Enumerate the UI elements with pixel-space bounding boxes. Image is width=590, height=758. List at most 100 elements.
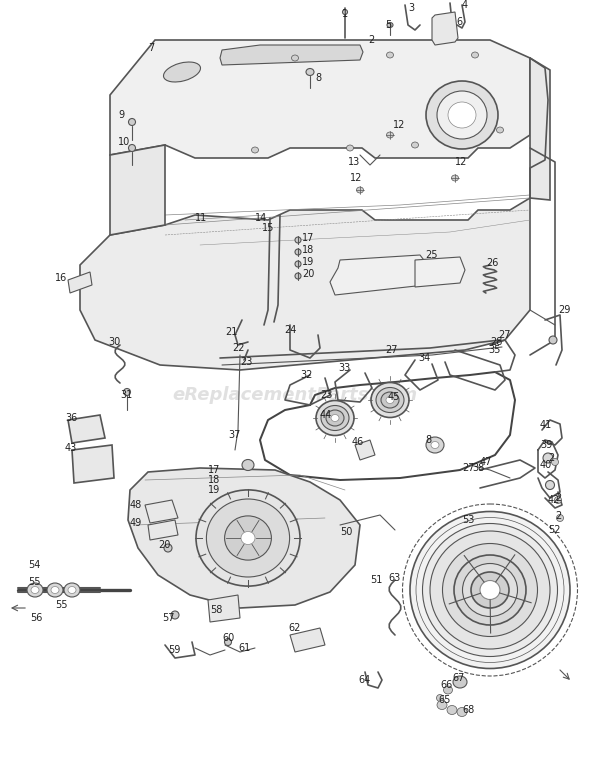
Ellipse shape: [51, 587, 59, 594]
Ellipse shape: [386, 52, 394, 58]
Text: 34: 34: [418, 353, 430, 363]
Text: 32: 32: [300, 370, 312, 380]
Text: 17: 17: [302, 233, 314, 243]
Ellipse shape: [376, 387, 404, 412]
Ellipse shape: [552, 459, 559, 465]
Text: 50: 50: [340, 527, 352, 537]
Ellipse shape: [123, 389, 130, 396]
Ellipse shape: [31, 587, 39, 594]
Text: 65: 65: [438, 695, 450, 705]
Text: 63: 63: [388, 573, 400, 583]
Ellipse shape: [546, 481, 555, 490]
Text: 60: 60: [222, 633, 234, 643]
Ellipse shape: [295, 261, 301, 267]
Polygon shape: [80, 198, 530, 370]
Ellipse shape: [431, 441, 439, 449]
Ellipse shape: [346, 145, 353, 151]
Text: 33: 33: [338, 363, 350, 373]
Polygon shape: [355, 440, 375, 460]
Text: 10: 10: [118, 137, 130, 147]
Ellipse shape: [471, 52, 478, 58]
Text: 39: 39: [540, 440, 552, 450]
Ellipse shape: [451, 175, 458, 181]
Ellipse shape: [549, 336, 557, 344]
Ellipse shape: [497, 127, 503, 133]
Text: 8: 8: [315, 73, 321, 83]
Ellipse shape: [448, 102, 476, 128]
Ellipse shape: [381, 392, 399, 408]
Text: 27: 27: [385, 345, 398, 355]
Text: 36: 36: [65, 413, 77, 423]
Polygon shape: [415, 257, 465, 287]
Ellipse shape: [457, 707, 467, 716]
Text: 23: 23: [240, 357, 253, 367]
Ellipse shape: [437, 700, 447, 709]
Ellipse shape: [426, 437, 444, 453]
Text: 67: 67: [452, 673, 464, 683]
Text: 68: 68: [462, 705, 474, 715]
Text: 27: 27: [462, 463, 474, 473]
Text: 19: 19: [302, 257, 314, 267]
Text: 35: 35: [488, 345, 500, 355]
Text: 62: 62: [288, 623, 300, 633]
Text: 37: 37: [228, 430, 240, 440]
Ellipse shape: [206, 499, 290, 577]
Polygon shape: [110, 145, 165, 235]
Text: 12: 12: [455, 157, 467, 167]
Text: 21: 21: [225, 327, 237, 337]
Text: 26: 26: [486, 258, 499, 268]
Text: 17: 17: [208, 465, 221, 475]
Text: 58: 58: [210, 605, 222, 615]
Polygon shape: [208, 595, 240, 622]
Ellipse shape: [295, 237, 301, 243]
Ellipse shape: [164, 544, 172, 552]
Text: 54: 54: [28, 560, 40, 570]
Ellipse shape: [447, 706, 457, 715]
Text: 27: 27: [498, 330, 510, 340]
Ellipse shape: [422, 524, 558, 656]
Text: 20: 20: [158, 540, 171, 550]
Text: 57: 57: [162, 613, 175, 623]
Ellipse shape: [27, 583, 43, 597]
Text: 30: 30: [108, 337, 120, 347]
Ellipse shape: [171, 611, 179, 619]
Ellipse shape: [316, 400, 354, 436]
Text: 31: 31: [120, 390, 132, 400]
Text: 49: 49: [130, 518, 142, 528]
Polygon shape: [290, 628, 325, 652]
Ellipse shape: [321, 406, 349, 431]
Text: eReplacementParts.com: eReplacementParts.com: [172, 386, 418, 404]
Text: 19: 19: [208, 485, 220, 495]
Text: 22: 22: [232, 343, 244, 353]
Text: 2: 2: [368, 35, 374, 45]
Text: 41: 41: [540, 420, 552, 430]
Text: 44: 44: [320, 410, 332, 420]
Text: 18: 18: [208, 475, 220, 485]
Ellipse shape: [196, 490, 300, 586]
Ellipse shape: [225, 638, 231, 646]
Text: 28: 28: [490, 337, 502, 347]
Text: 3: 3: [408, 3, 414, 13]
Text: 45: 45: [388, 392, 401, 402]
Text: 25: 25: [425, 250, 438, 260]
Text: 43: 43: [65, 443, 77, 453]
Ellipse shape: [251, 147, 258, 153]
Ellipse shape: [242, 459, 254, 471]
Ellipse shape: [386, 132, 394, 138]
Polygon shape: [145, 500, 178, 523]
Ellipse shape: [129, 118, 136, 126]
Ellipse shape: [471, 572, 509, 608]
Ellipse shape: [556, 515, 563, 522]
Text: 4: 4: [462, 0, 468, 10]
Text: 51: 51: [370, 575, 382, 585]
Polygon shape: [330, 255, 430, 295]
Text: 12: 12: [350, 173, 362, 183]
Text: 13: 13: [348, 157, 360, 167]
Polygon shape: [220, 45, 363, 65]
Ellipse shape: [356, 187, 363, 193]
Ellipse shape: [295, 273, 301, 279]
Text: 59: 59: [168, 645, 181, 655]
Polygon shape: [148, 520, 178, 540]
Text: 9: 9: [118, 110, 124, 120]
Ellipse shape: [47, 583, 63, 597]
